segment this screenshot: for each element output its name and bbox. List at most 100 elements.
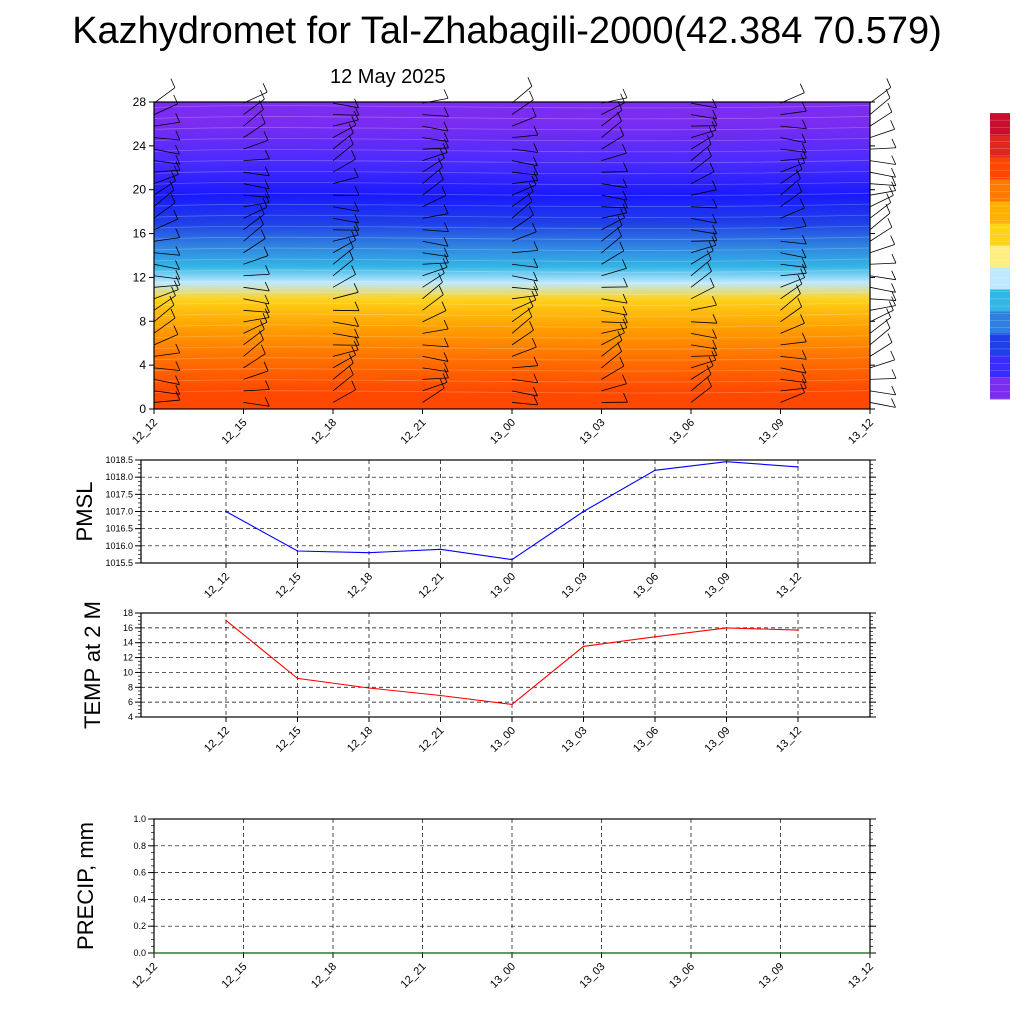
wind-barb-flag <box>802 119 807 129</box>
wind-barb <box>601 152 627 162</box>
wind-barb-flag <box>712 329 717 339</box>
wind-barb <box>243 206 268 219</box>
wind-barb <box>511 316 533 334</box>
wind-barb-flag <box>348 123 354 134</box>
wind-barb <box>780 92 805 104</box>
wind-barb-flag <box>622 203 628 213</box>
x-tick-label: 13_00 <box>488 961 518 991</box>
data-point <box>654 469 656 472</box>
wind-barb-flag <box>531 222 537 232</box>
colorbar-swatch <box>990 311 1010 334</box>
wind-barb <box>780 157 807 162</box>
wind-barb <box>690 258 712 277</box>
wind-barb-flag <box>265 188 270 198</box>
wind-barb <box>511 184 537 196</box>
wind-barb <box>780 272 807 277</box>
wind-barb-flag <box>264 193 270 203</box>
x-tick-label: 12_12 <box>202 725 232 755</box>
pmsl-panel: 1015.5 1016.0 1016.5 1017.0 1017.5 1018.0 1018… <box>72 455 876 601</box>
wind-barb-flag <box>175 246 181 256</box>
wind-barb <box>422 381 448 392</box>
wind-barb-flag <box>263 131 269 141</box>
wind-barb <box>869 275 896 281</box>
wind-barb <box>243 194 270 198</box>
wind-barb <box>153 169 180 173</box>
wind-barb <box>690 189 717 196</box>
wind-barb <box>153 160 180 165</box>
x-tick-label: 12_12 <box>130 961 160 991</box>
wind-barb-flag <box>265 303 270 313</box>
wind-barb-flag <box>354 213 359 224</box>
wind-barb-flag <box>265 265 270 275</box>
colorbar-swatch <box>990 377 1010 400</box>
wind-barb-flag <box>170 193 176 204</box>
wind-barb-flag <box>351 230 357 241</box>
wind-barb-flag <box>533 373 539 383</box>
wind-barb <box>601 250 624 265</box>
y-tick-label: 1018.0 <box>105 472 133 482</box>
wind-barb <box>422 252 449 257</box>
precipitation-panel: 0.0 0.2 0.4 0.6 0.8 1.0 12_12 12_15 12_18 12_21 13… <box>73 814 876 991</box>
wind-barb <box>332 349 359 357</box>
wind-barb-flag <box>351 345 356 356</box>
wind-barb-column <box>601 88 628 403</box>
wind-barb <box>869 327 891 346</box>
wind-barb <box>869 342 893 357</box>
wind-barb <box>780 125 807 130</box>
wind-barb-flag <box>533 156 538 166</box>
contour-line <box>153 357 871 361</box>
wind-barb-flag <box>175 260 180 270</box>
colorbar <box>990 112 1010 400</box>
wind-barb-flag <box>351 265 356 275</box>
wind-barb-flag <box>175 275 181 286</box>
wind-barb <box>511 180 538 185</box>
wind-barb <box>780 110 807 116</box>
wind-barb <box>243 255 269 265</box>
wind-barb <box>511 329 534 346</box>
wind-barb-flag <box>175 269 181 280</box>
wind-barb-flag <box>712 295 717 306</box>
wind-barb <box>153 103 178 115</box>
wind-barb-flag <box>169 295 175 306</box>
wind-barb <box>780 137 807 144</box>
wind-barb <box>780 207 805 219</box>
wind-barb-flag <box>801 373 807 383</box>
x-tick-label: 12_18 <box>345 571 375 601</box>
wind-barb <box>332 259 354 277</box>
y-tick-label: 18 <box>123 608 133 618</box>
wind-barb-column <box>153 78 181 403</box>
data-point <box>779 952 782 954</box>
wind-barb <box>780 168 803 185</box>
wind-barb-column <box>690 98 718 403</box>
wind-barb <box>243 353 266 369</box>
wind-barb-flag <box>623 393 628 403</box>
wind-barb-flag <box>262 313 268 323</box>
contour-line <box>153 170 871 175</box>
x-tick-label: 12_21 <box>417 571 447 601</box>
wind-barb <box>690 135 714 150</box>
y-tick-label: 0 <box>139 402 146 416</box>
wind-barb <box>243 91 268 104</box>
wind-barb <box>869 298 896 301</box>
wind-barb-flag <box>348 238 354 249</box>
wind-barb <box>511 160 538 167</box>
wind-barb <box>243 273 270 277</box>
wind-barb <box>869 183 896 186</box>
wind-barb-flag <box>533 171 539 181</box>
contour-line <box>153 181 871 186</box>
wind-barb <box>332 239 356 254</box>
data-point <box>797 629 799 631</box>
wind-barb-flag <box>706 134 712 145</box>
wind-barb-flag <box>173 325 179 335</box>
wind-barb-flag <box>531 290 537 301</box>
wind-barb-flag <box>617 342 622 352</box>
wind-barb-flag <box>265 380 270 390</box>
wind-barb <box>332 362 354 380</box>
wind-barb <box>243 171 270 177</box>
wind-barb-flag <box>531 107 537 117</box>
wind-barb <box>780 293 801 311</box>
wind-barb-flag <box>533 286 539 296</box>
y-tick-label: 1.0 <box>133 814 146 824</box>
x-tick-label: 13_03 <box>578 961 608 991</box>
data-point <box>725 627 728 629</box>
